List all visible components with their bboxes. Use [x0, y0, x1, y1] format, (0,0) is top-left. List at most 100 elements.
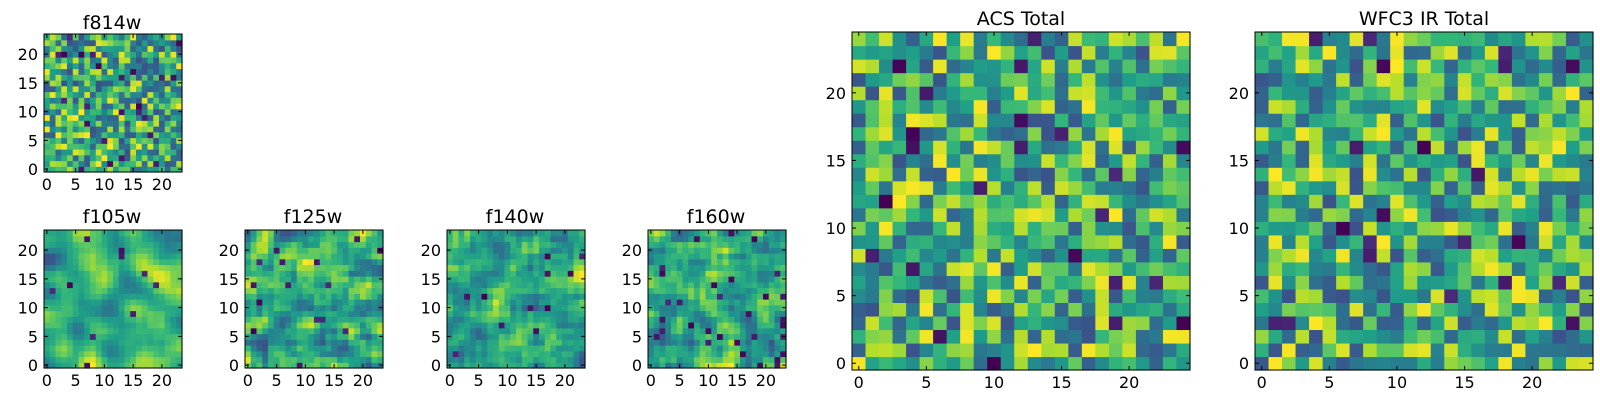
heatmap-cell	[279, 299, 286, 306]
heatmap-cell	[164, 253, 172, 260]
heatmap-cell	[688, 247, 695, 254]
heatmap-cell	[1579, 288, 1594, 303]
heatmap-cell	[987, 275, 1002, 290]
heatmap-cell	[1176, 113, 1191, 128]
heatmap-cell	[973, 113, 988, 128]
heatmap-cell	[852, 234, 867, 249]
heatmap-cell	[256, 230, 263, 237]
heatmap-cell	[763, 345, 770, 352]
heatmap-cell	[84, 97, 91, 104]
heatmap-cell	[1295, 126, 1310, 141]
heatmap-cell	[573, 310, 580, 317]
heatmap-cell	[159, 293, 166, 300]
heatmap-cell	[906, 248, 921, 263]
x-tick-label: 5	[675, 371, 685, 390]
heatmap-cell	[84, 114, 91, 121]
heatmap-cell	[487, 247, 494, 254]
heatmap-cell	[1430, 302, 1445, 317]
heatmap-cell	[84, 333, 91, 340]
heatmap-cell	[452, 276, 460, 283]
heatmap-cell	[1000, 140, 1015, 155]
heatmap-cell	[72, 45, 80, 52]
heatmap-cell	[1068, 59, 1083, 74]
heatmap-cell	[892, 342, 907, 358]
heatmap-cell	[1349, 315, 1364, 331]
heatmap-cell	[1444, 126, 1459, 141]
heatmap-cell	[879, 261, 894, 276]
heatmap-cell	[1108, 261, 1123, 276]
heatmap-cell	[852, 180, 867, 195]
heatmap-cell	[481, 247, 488, 254]
heatmap-cell	[1282, 207, 1297, 222]
x-tick-label: 20	[1119, 373, 1139, 392]
heatmap-cell	[78, 333, 85, 340]
heatmap-cell	[682, 304, 689, 312]
heatmap-cell	[314, 247, 321, 254]
heatmap-cell	[337, 327, 344, 335]
heatmap-cell	[653, 281, 661, 289]
heatmap-cell	[49, 126, 57, 133]
heatmap-cell	[987, 140, 1002, 155]
heatmap-cell	[164, 80, 172, 87]
heatmap-cell	[533, 241, 540, 248]
heatmap-cell	[1349, 140, 1364, 155]
heatmap-cell	[447, 350, 454, 358]
heatmap-cell	[987, 153, 1002, 168]
heatmap-cell	[946, 302, 961, 317]
heatmap-cell	[481, 258, 488, 266]
heatmap-cell	[757, 316, 764, 323]
heatmap-cell	[1444, 221, 1459, 236]
heatmap-cell	[1000, 59, 1015, 74]
heatmap-cell	[933, 288, 948, 303]
heatmap-cell	[296, 362, 304, 369]
heatmap-cell	[147, 304, 154, 312]
heatmap-cell	[521, 304, 529, 312]
heatmap-cell	[544, 327, 552, 335]
heatmap-cell	[865, 234, 880, 249]
heatmap-cell	[493, 253, 500, 260]
heatmap-cell	[533, 276, 540, 283]
heatmap-cell	[319, 356, 327, 363]
heatmap-cell	[1014, 32, 1029, 47]
heatmap-cell	[960, 99, 975, 114]
heatmap-cell	[95, 74, 103, 81]
heatmap-cell	[919, 194, 934, 209]
heatmap-cell	[470, 333, 477, 340]
heatmap-cell	[1430, 234, 1445, 249]
heatmap-cell	[84, 137, 91, 144]
heatmap-cell	[1081, 86, 1096, 101]
heatmap-cell	[1444, 248, 1459, 263]
heatmap-cell	[159, 235, 166, 243]
heatmap-cell	[780, 270, 787, 277]
heatmap-cell	[452, 230, 460, 237]
heatmap-cell	[1068, 113, 1083, 128]
heatmap-cell	[95, 39, 103, 47]
heatmap-cells	[245, 230, 384, 369]
heatmap-cell	[118, 160, 126, 167]
heatmap-cell	[153, 230, 160, 237]
heatmap-cell	[360, 356, 367, 363]
heatmap-cell	[688, 362, 695, 369]
heatmap-cell	[919, 86, 934, 101]
heatmap-cell	[1268, 167, 1283, 182]
heatmap-cell	[1255, 261, 1270, 276]
heatmap-cell	[1417, 356, 1432, 371]
heatmap-cell	[1108, 315, 1123, 331]
heatmap-cell	[256, 345, 263, 352]
heatmap-cell	[72, 114, 80, 121]
heatmap-cell	[67, 258, 74, 266]
heatmap-cell	[250, 304, 258, 312]
heatmap-cell	[1538, 86, 1554, 101]
heatmap-cell	[360, 304, 367, 312]
heatmap-cell	[1081, 302, 1096, 317]
panel-title: f814w	[83, 12, 142, 34]
heatmap-cell	[865, 32, 880, 47]
heatmap-cell	[118, 270, 126, 277]
heatmap-cell	[699, 293, 707, 300]
heatmap-cell	[371, 350, 378, 358]
heatmap-cell	[1336, 99, 1351, 114]
heatmap-cell	[676, 316, 684, 323]
heatmap-cell	[751, 230, 758, 237]
y-tick-label: 0	[431, 356, 441, 375]
y-tick-label: 20	[219, 241, 239, 260]
